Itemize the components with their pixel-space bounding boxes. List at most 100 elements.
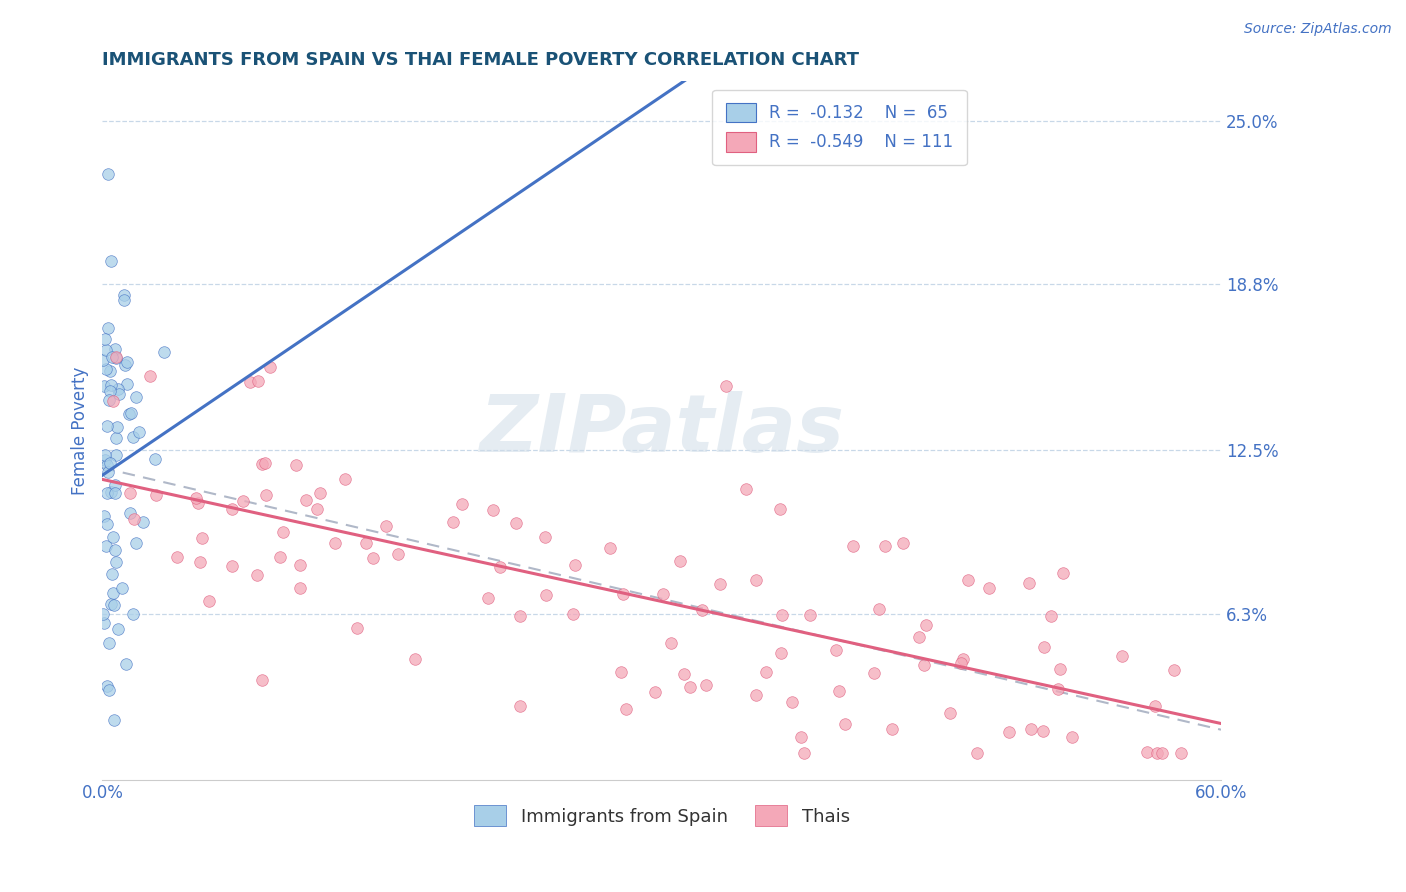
Point [100, 377, 122, 392]
Point [714, 379, 737, 393]
Point [145, 488, 167, 502]
Point [121, 430, 143, 444]
Point [259, 359, 281, 374]
Point [93, 448, 115, 462]
Point [734, 482, 756, 496]
Point [695, 678, 717, 692]
Point [1111, 648, 1133, 663]
Point [1170, 746, 1192, 760]
Point [104, 351, 127, 365]
Point [125, 536, 148, 550]
Point [673, 667, 696, 681]
Point [98, 636, 121, 650]
Point [744, 688, 766, 702]
Point [103, 598, 125, 612]
Point [1143, 699, 1166, 714]
Point [120, 406, 142, 420]
Point [880, 723, 903, 737]
Point [651, 587, 673, 601]
Point [101, 586, 124, 600]
Point [952, 652, 974, 666]
Point [112, 293, 135, 308]
Point [107, 386, 129, 401]
Point [669, 554, 692, 568]
Point [94, 343, 117, 357]
Point [799, 607, 821, 622]
Point [790, 730, 813, 744]
Point [1152, 746, 1174, 760]
Point [405, 651, 427, 665]
Point [246, 374, 269, 388]
Point [534, 588, 557, 602]
Point [101, 566, 124, 581]
Point [96, 680, 118, 694]
Point [770, 646, 793, 660]
Point [616, 702, 638, 716]
Point [232, 494, 254, 508]
Point [105, 351, 128, 365]
Point [97, 168, 120, 182]
Point [285, 458, 308, 473]
Point [96, 419, 118, 434]
Point [690, 602, 713, 616]
Point [246, 568, 269, 582]
Point [1049, 662, 1071, 676]
Point [451, 497, 474, 511]
Point [793, 746, 815, 760]
Point [117, 355, 139, 369]
Point [96, 517, 118, 532]
Point [250, 458, 273, 472]
Point [100, 384, 122, 399]
Point [128, 425, 150, 440]
Point [489, 559, 512, 574]
Point [93, 332, 115, 346]
Point [104, 431, 127, 445]
Point [956, 574, 979, 588]
Point [107, 622, 129, 636]
Point [93, 453, 115, 467]
Point [111, 581, 134, 595]
Point [184, 491, 207, 505]
Legend: Immigrants from Spain, Thais: Immigrants from Spain, Thais [467, 798, 858, 833]
Y-axis label: Female Poverty: Female Poverty [72, 367, 89, 495]
Point [509, 699, 531, 714]
Point [305, 501, 328, 516]
Point [679, 680, 702, 694]
Point [139, 369, 162, 384]
Point [98, 393, 121, 408]
Point [288, 581, 311, 595]
Point [104, 486, 127, 500]
Point [188, 555, 211, 569]
Point [745, 573, 768, 587]
Point [250, 673, 273, 687]
Text: IMMIGRANTS FROM SPAIN VS THAI FEMALE POVERTY CORRELATION CHART: IMMIGRANTS FROM SPAIN VS THAI FEMALE POV… [103, 51, 859, 69]
Point [599, 541, 621, 556]
Point [115, 657, 138, 672]
Point [841, 539, 863, 553]
Point [191, 531, 214, 545]
Point [100, 253, 122, 268]
Point [115, 376, 138, 391]
Point [288, 558, 311, 573]
Point [104, 555, 127, 569]
Point [780, 695, 803, 709]
Point [104, 478, 127, 492]
Point [868, 602, 890, 616]
Point [93, 379, 115, 393]
Point [104, 342, 127, 356]
Point [239, 375, 262, 389]
Point [1019, 722, 1042, 736]
Point [101, 530, 124, 544]
Point [915, 618, 938, 632]
Point [1052, 566, 1074, 581]
Point [346, 621, 368, 635]
Point [93, 607, 115, 621]
Point [950, 656, 973, 670]
Point [333, 472, 356, 486]
Text: Source: ZipAtlas.com: Source: ZipAtlas.com [1244, 22, 1392, 37]
Point [997, 725, 1019, 739]
Point [120, 486, 142, 500]
Point [1163, 664, 1185, 678]
Point [254, 488, 277, 502]
Point [118, 408, 141, 422]
